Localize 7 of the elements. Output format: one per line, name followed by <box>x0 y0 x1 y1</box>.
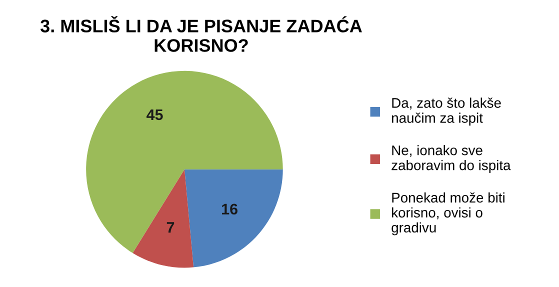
data-label: 45 <box>146 109 163 120</box>
chart-title: 3. MISLIŠ LI DA JE PISANJE ZADAĆA KORISNO? <box>40 16 362 52</box>
data-label: 16 <box>222 204 238 215</box>
data-label: 7 <box>166 222 174 233</box>
legend-label: Da, zato što lakše naučim za ispit <box>392 98 501 126</box>
legend-label: Ne, ionako sve zaboravim do ispita <box>392 145 511 173</box>
legend-label: Ponekad može biti korisno, ovisi o gradivu <box>392 192 504 236</box>
